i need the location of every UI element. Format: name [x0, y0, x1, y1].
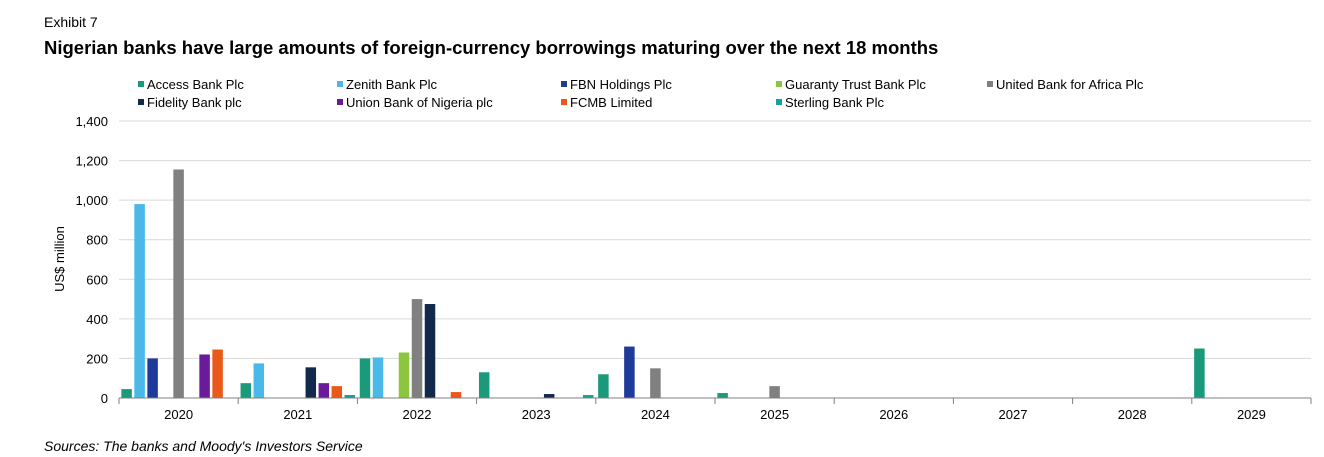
legend-swatch: [138, 81, 144, 87]
legend-label: Access Bank Plc: [147, 77, 244, 92]
y-tick-label: 1,000: [75, 193, 108, 208]
bar: [199, 354, 210, 398]
exhibit-label: Exhibit 7: [44, 14, 98, 30]
legend-label: FBN Holdings Plc: [570, 77, 672, 92]
bar: [424, 304, 436, 398]
bar: [121, 389, 132, 398]
bar: [398, 352, 410, 398]
y-axis-label: US$ million: [52, 226, 67, 292]
legend-swatch: [561, 99, 567, 105]
bar: [318, 383, 330, 398]
bar: [650, 368, 661, 398]
legend-swatch: [337, 81, 343, 87]
bar: [173, 169, 184, 398]
x-tick-label: 2029: [1237, 407, 1266, 422]
y-tick-label: 600: [86, 272, 108, 287]
bar: [212, 349, 223, 398]
bar: [598, 374, 609, 398]
y-tick-label: 0: [101, 391, 108, 406]
bar: [450, 392, 462, 398]
source-note: Sources: The banks and Moody's Investors…: [44, 438, 363, 454]
legend-label: Zenith Bank Plc: [346, 77, 438, 92]
bar: [147, 358, 158, 398]
bar: [543, 394, 555, 398]
legend-label: United Bank for Africa Plc: [996, 77, 1144, 92]
legend-swatch: [337, 99, 343, 105]
bar: [769, 386, 780, 398]
legend-label: Sterling Bank Plc: [785, 95, 884, 110]
legend-swatch: [776, 81, 782, 87]
bar: [134, 204, 145, 398]
chart-title: Nigerian banks have large amounts of for…: [44, 37, 939, 58]
bars: [121, 169, 1205, 398]
bar: [411, 299, 423, 398]
bar: [359, 358, 371, 398]
bar: [582, 395, 594, 398]
y-axis-ticks: 0 200 400 600 800 1,000 1,200 1,400: [75, 114, 108, 406]
legend-label: FCMB Limited: [570, 95, 652, 110]
y-tick-label: 200: [86, 351, 108, 366]
y-tick-label: 1,200: [75, 154, 108, 169]
bar: [344, 395, 356, 398]
bar: [305, 367, 317, 398]
x-tick-label: 2025: [760, 407, 789, 422]
bar: [372, 357, 384, 398]
legend-swatch: [776, 99, 782, 105]
x-tick-label: 2026: [879, 407, 908, 422]
x-axis: 2020 2021 2022 2023 2024 2025 2026 2027 2028 2029: [118, 397, 1312, 422]
legend: Access Bank Plc Zenith Bank Plc FBN Holdin…: [138, 77, 1144, 110]
y-tick-label: 1,400: [75, 114, 108, 129]
x-tick-label: 2023: [522, 407, 551, 422]
y-tick-label: 800: [86, 233, 108, 248]
x-tick-label: 2021: [283, 407, 312, 422]
legend-swatch: [138, 99, 144, 105]
bar: [478, 372, 490, 398]
x-tick-label: 2027: [999, 407, 1028, 422]
bar: [331, 386, 343, 398]
bar: [253, 363, 265, 398]
x-tick-label: 2020: [164, 407, 193, 422]
gridlines: [119, 120, 1311, 359]
bar: [1194, 348, 1205, 398]
x-tick-label: 2022: [403, 407, 432, 422]
legend-swatch: [987, 81, 993, 87]
legend-label: Guaranty Trust Bank Plc: [785, 77, 926, 92]
bar: [717, 393, 728, 398]
legend-label: Fidelity Bank plc: [147, 95, 242, 110]
x-tick-label: 2028: [1118, 407, 1147, 422]
legend-swatch: [561, 81, 567, 87]
bar: [240, 383, 252, 398]
bar: [624, 346, 635, 398]
y-tick-label: 400: [86, 312, 108, 327]
legend-label: Union Bank of Nigeria plc: [346, 95, 493, 110]
x-tick-label: 2024: [641, 407, 670, 422]
